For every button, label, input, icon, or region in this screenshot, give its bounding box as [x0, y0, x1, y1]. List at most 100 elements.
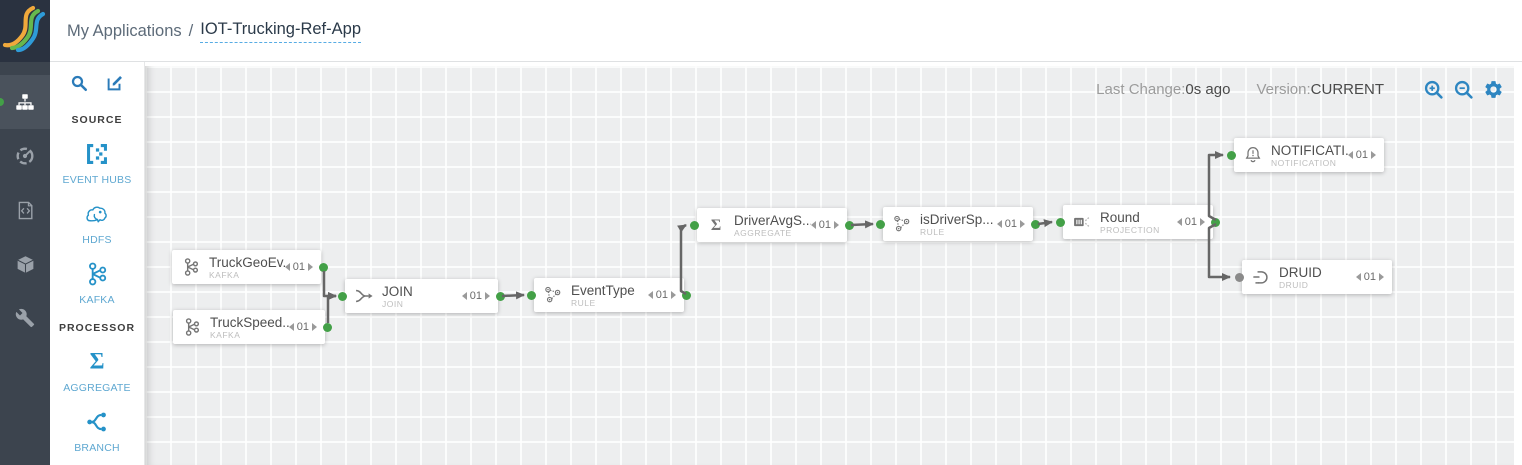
zoom-out-icon[interactable] [1453, 79, 1474, 100]
palette-item-event-hubs[interactable]: EVENT HUBS [50, 141, 144, 186]
output-port[interactable] [496, 291, 505, 301]
output-port[interactable] [682, 290, 691, 300]
output-port[interactable] [319, 262, 328, 272]
canvas-node-druid[interactable]: DRUID DRUID 01 [1235, 260, 1392, 294]
output-port[interactable] [1211, 217, 1220, 227]
input-port[interactable] [338, 291, 347, 301]
prev-version-icon[interactable] [647, 291, 653, 299]
prev-version-icon[interactable] [284, 263, 290, 271]
version-label: Version: [1256, 81, 1311, 98]
breadcrumb-current-app[interactable]: IOT-Trucking-Ref-App [200, 20, 361, 43]
edit-icon[interactable] [106, 74, 124, 92]
breadcrumb-root[interactable]: My Applications [67, 21, 182, 40]
node-version-stepper: 01 [284, 261, 313, 273]
next-version-icon[interactable] [1200, 218, 1205, 226]
input-port[interactable] [527, 290, 536, 300]
node-version-stepper: 01 [461, 290, 490, 302]
prev-version-icon[interactable] [288, 323, 294, 331]
wrench-icon [15, 308, 35, 328]
palette-section-title: SOURCE [71, 114, 123, 126]
left-nav-sidebar [0, 62, 50, 465]
prev-version-icon[interactable] [810, 221, 816, 229]
node-title: TruckSpeed... [210, 314, 289, 330]
sam-swirl-logo[interactable] [0, 0, 50, 62]
prev-version-icon[interactable] [1355, 273, 1361, 281]
breadcrumb: My Applications / IOT-Trucking-Ref-App [67, 0, 361, 62]
settings-gear-icon[interactable] [1483, 79, 1504, 100]
connection-join-to-event-type[interactable] [501, 291, 525, 300]
zoom-in-icon[interactable] [1423, 79, 1444, 100]
canvas-node-round[interactable]: Round PROJECTION 01 [1056, 205, 1220, 239]
search-icon[interactable] [70, 74, 88, 92]
node-version-stepper: 01 [810, 219, 839, 231]
topology-canvas[interactable]: Last Change: 0s ago Version: CURRENT Tru… [145, 66, 1514, 465]
projection-icon [1072, 212, 1092, 232]
output-port[interactable] [323, 322, 332, 332]
nav-item-topology[interactable] [0, 75, 50, 129]
next-version-icon[interactable] [485, 292, 490, 300]
node-type: RULE [571, 297, 596, 308]
palette-item-aggregate[interactable]: Σ AGGREGATE [50, 349, 144, 394]
node-title: NOTIFICATI... [1271, 142, 1348, 158]
prev-version-icon[interactable] [1347, 151, 1353, 159]
connection-truck-geo-event-to-join[interactable] [322, 271, 337, 300]
output-port[interactable] [845, 220, 854, 230]
palette-item-label: AGGREGATE [63, 382, 131, 394]
next-version-icon[interactable] [312, 323, 317, 331]
branch-icon [84, 409, 110, 435]
palette-item-kafka[interactable]: KAFKA [50, 261, 144, 306]
component-palette: SOURCE EVENT HUBS HDFS KAFKA PROCESSOR Σ AGGRE… [50, 62, 145, 465]
node-version-badge: 01 [1004, 218, 1017, 230]
connection-driver-avg-speed-to-is-driver-speeding[interactable] [850, 220, 874, 229]
palette-item-label: EVENT HUBS [62, 174, 132, 186]
next-version-icon[interactable] [671, 291, 676, 299]
input-port[interactable] [1227, 150, 1236, 160]
nav-item-wrench[interactable] [0, 291, 50, 345]
node-title: Round [1100, 209, 1140, 225]
nav-item-dashboard[interactable] [0, 129, 50, 183]
palette-item-branch[interactable]: BRANCH [50, 409, 144, 454]
node-title: DRUID [1279, 264, 1322, 280]
kafka-icon [181, 257, 201, 277]
node-version-stepper: 01 [647, 289, 676, 301]
connection-truck-speed-event-to-join[interactable] [326, 292, 337, 323]
palette-item-hdfs[interactable]: HDFS [50, 201, 144, 246]
prev-version-icon[interactable] [1176, 218, 1182, 226]
nav-item-code-file[interactable] [0, 183, 50, 237]
last-change-label: Last Change: [1096, 81, 1186, 98]
prev-version-icon[interactable] [461, 292, 467, 300]
canvas-node-join[interactable]: JOIN JOIN 01 [338, 279, 505, 313]
canvas-node-event-type[interactable]: EventType RULE 01 [527, 278, 691, 312]
node-title: isDriverSp... [920, 211, 994, 227]
output-port[interactable] [1031, 219, 1040, 229]
input-port[interactable] [876, 219, 885, 229]
aggregate-icon: Σ [706, 215, 726, 235]
prev-version-icon[interactable] [996, 220, 1002, 228]
node-version-badge: 01 [655, 289, 668, 301]
canvas-node-notification[interactable]: NOTIFICATI... NOTIFICATION 01 [1227, 138, 1384, 172]
canvas-node-is-driver-speeding[interactable]: isDriverSp... RULE 01 [876, 207, 1040, 241]
next-version-icon[interactable] [834, 221, 839, 229]
input-port[interactable] [1056, 217, 1065, 227]
nav-item-cube[interactable] [0, 237, 50, 291]
canvas-node-truck-geo-event[interactable]: TruckGeoEv...KAFKA 01 [172, 250, 328, 284]
connection-is-driver-speeding-to-round[interactable] [1037, 219, 1053, 228]
kafka-icon [84, 261, 110, 287]
next-version-icon[interactable] [1371, 151, 1376, 159]
next-version-icon[interactable] [1020, 220, 1025, 228]
next-version-icon[interactable] [1379, 273, 1384, 281]
node-version-badge: 01 [292, 261, 305, 273]
canvas-node-truck-speed-event[interactable]: TruckSpeed... KAFKA 01 [173, 310, 332, 344]
node-title: EventType [571, 282, 635, 298]
event-hubs-icon [84, 141, 110, 167]
node-title: TruckGeoEv... [209, 254, 285, 270]
input-port[interactable] [1235, 272, 1244, 282]
active-page-indicator [0, 98, 4, 106]
node-type: PROJECTION [1100, 224, 1160, 235]
node-title: DriverAvgS... [734, 212, 811, 228]
input-port[interactable] [690, 220, 699, 230]
palette-item-label: BRANCH [74, 442, 120, 454]
node-type: AGGREGATE [734, 227, 792, 238]
next-version-icon[interactable] [308, 263, 313, 271]
canvas-node-driver-avg-speed[interactable]: Σ DriverAvgS... AGGREGATE 01 [690, 208, 854, 242]
